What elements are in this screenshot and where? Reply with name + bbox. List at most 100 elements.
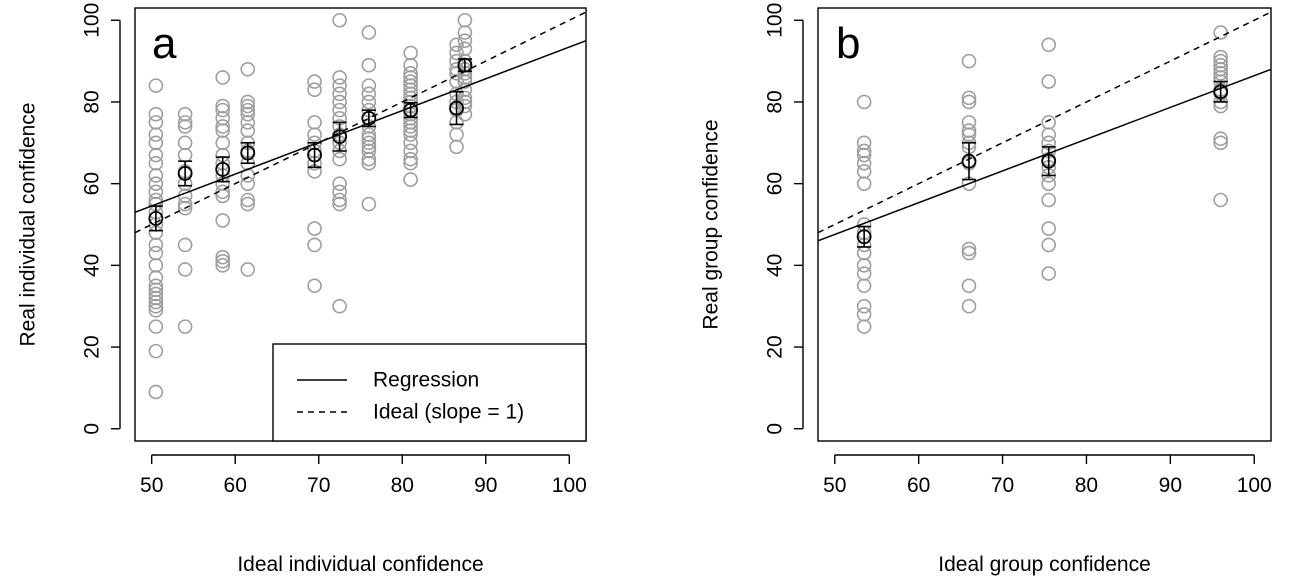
data-point	[148, 245, 164, 261]
data-point	[215, 253, 230, 269]
data-point	[856, 155, 872, 171]
data-point	[361, 155, 377, 171]
legend-box	[272, 343, 587, 442]
data-point	[332, 102, 347, 118]
data-point	[307, 221, 322, 236]
y-tick-label: 60	[81, 172, 104, 195]
data-point	[215, 184, 230, 200]
data-point	[361, 25, 377, 40]
mean-point	[1213, 84, 1229, 100]
data-point	[457, 25, 473, 40]
data-point	[215, 258, 230, 273]
plot-frame	[817, 7, 1272, 442]
data-point	[240, 262, 256, 277]
x-tick-label: 60	[907, 474, 930, 497]
y-tick-label: 80	[81, 90, 104, 113]
data-point	[961, 90, 977, 106]
x-tick-label: 100	[1237, 474, 1272, 497]
data-point	[1213, 135, 1228, 151]
data-point	[177, 196, 193, 212]
ideal-line	[818, 11, 1271, 234]
panel-b-plot: 50 60 70 80 90 100 0 20 40 60 80 100 Ideal group con…	[700, 3, 1272, 576]
data-point	[1041, 37, 1056, 53]
y-axis-title: Real individual confidence	[17, 103, 40, 347]
data-point	[240, 176, 256, 191]
data-point	[332, 298, 347, 314]
data-point	[403, 151, 418, 167]
data-point	[240, 98, 256, 114]
mean-point	[449, 100, 464, 116]
data-point	[332, 78, 347, 93]
data-point	[1213, 131, 1228, 147]
data-point	[403, 172, 418, 187]
data-point	[215, 213, 230, 228]
x-tick-label: 70	[991, 474, 1014, 497]
data-point	[148, 294, 164, 310]
data-point	[457, 74, 473, 89]
panel-letter: b	[836, 19, 860, 68]
data-point	[177, 237, 193, 253]
data-point	[1041, 176, 1056, 191]
data-point	[148, 168, 164, 183]
data-point	[148, 302, 164, 318]
data-point	[961, 53, 977, 69]
data-point	[215, 249, 230, 265]
data-point	[361, 151, 377, 167]
data-point	[148, 384, 164, 400]
y-tick-label: 20	[81, 335, 104, 358]
data-point	[449, 139, 464, 155]
data-point	[148, 258, 164, 273]
data-point	[361, 86, 377, 102]
data-point	[1041, 127, 1056, 142]
x-axis-title: Ideal individual confidence	[237, 553, 483, 576]
data-point	[307, 237, 322, 253]
data-point	[1213, 192, 1228, 208]
data-point	[403, 45, 418, 61]
data-point	[457, 12, 473, 28]
data-point	[332, 70, 347, 85]
data-point	[148, 127, 164, 142]
data-point	[961, 245, 977, 261]
mean-point	[148, 210, 164, 226]
data-point	[961, 241, 977, 257]
data-point	[215, 102, 230, 118]
x-tick-label: 50	[140, 474, 163, 497]
y-axis-title: Real group confidence	[700, 119, 723, 329]
data-point	[449, 127, 464, 142]
data-point	[177, 115, 193, 130]
mean-point	[1041, 153, 1057, 169]
data-point	[148, 115, 164, 130]
data-point	[148, 176, 164, 191]
data-point	[177, 262, 193, 277]
data-point	[215, 188, 230, 204]
mean-point	[215, 161, 231, 177]
data-point	[403, 155, 418, 171]
data-point	[361, 196, 377, 212]
data-point	[332, 12, 347, 28]
x-tick-label: 80	[391, 474, 414, 497]
data-point	[332, 94, 347, 110]
data-point	[961, 278, 977, 294]
x-tick-label: 100	[552, 474, 587, 497]
data-point	[1041, 237, 1056, 253]
data-point	[148, 237, 164, 253]
data-point	[148, 319, 164, 334]
data-point	[856, 147, 872, 163]
y-tick-label: 0	[764, 423, 787, 435]
y-tick-label: 40	[764, 254, 787, 277]
data-point	[1041, 221, 1056, 236]
mean-point	[177, 166, 193, 181]
x-tick-label: 60	[224, 474, 247, 497]
legend-label: Ideal (slope = 1)	[373, 401, 524, 424]
data-point	[449, 45, 464, 61]
data-point	[856, 164, 872, 179]
data-point	[307, 115, 322, 130]
data-point	[856, 245, 872, 261]
y-tick-label: 20	[764, 335, 787, 358]
data-point	[148, 106, 164, 122]
data-point	[856, 258, 872, 273]
data-point	[177, 147, 193, 163]
ideal-line	[135, 11, 586, 234]
x-axis-title: Ideal group confidence	[938, 553, 1151, 576]
